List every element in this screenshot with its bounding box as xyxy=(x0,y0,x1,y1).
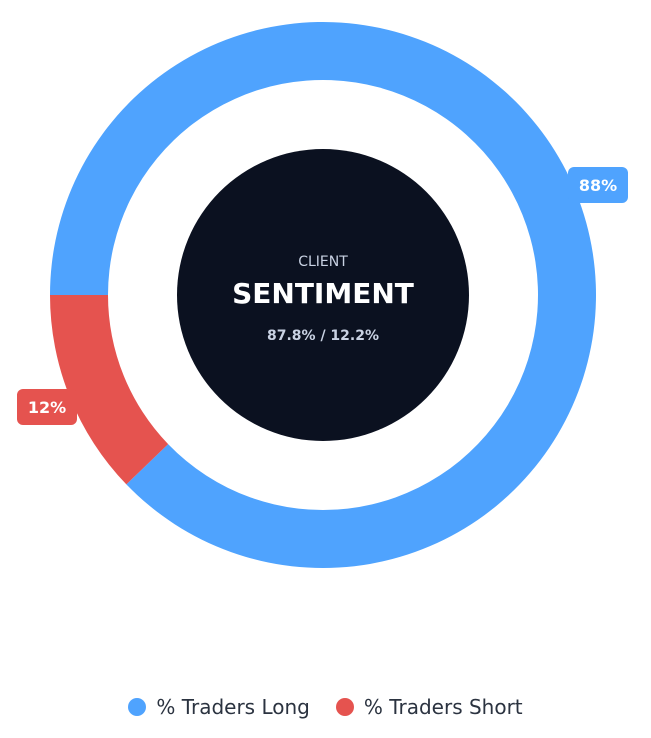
center-disc xyxy=(177,149,469,441)
center-eyebrow: CLIENT xyxy=(298,254,348,270)
data-labels: 88% 12% xyxy=(17,167,628,425)
legend-swatch-short xyxy=(335,698,354,716)
sentiment-donut-chart: CLIENT SENTIMENT 87.8% / 12.2% 88% 12% xyxy=(17,22,628,569)
legend-item-short[interactable]: % Traders Short xyxy=(335,695,523,719)
legend-label-long: % Traders Long xyxy=(156,695,310,719)
data-label-short: 12% xyxy=(17,389,77,425)
center-ratio: 87.8% / 12.2% xyxy=(267,328,379,344)
slice-short[interactable] xyxy=(50,295,169,485)
legend-item-long[interactable]: % Traders Long xyxy=(128,695,310,719)
legend: % Traders Long % Traders Short xyxy=(0,690,651,724)
legend-label-short: % Traders Short xyxy=(363,695,523,719)
legend-swatch-long xyxy=(128,698,147,716)
donut-slices xyxy=(50,22,596,569)
svg-text:12%: 12% xyxy=(28,398,66,417)
center-headline: SENTIMENT xyxy=(232,277,414,310)
svg-text:88%: 88% xyxy=(579,176,617,195)
data-label-long: 88% xyxy=(568,167,628,203)
